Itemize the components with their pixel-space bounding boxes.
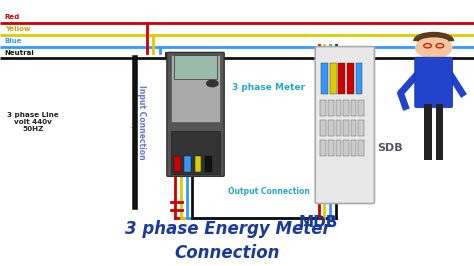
Bar: [336, 120, 341, 136]
Bar: [174, 55, 217, 79]
Bar: [351, 120, 356, 136]
Text: Blue: Blue: [5, 38, 22, 44]
Circle shape: [416, 38, 452, 58]
Text: MDB: MDB: [299, 215, 338, 230]
Text: #6677cc: #6677cc: [130, 127, 137, 128]
Bar: [195, 156, 201, 172]
Bar: [328, 140, 334, 156]
Text: Connection: Connection: [175, 244, 280, 262]
Text: Input Connection: Input Connection: [137, 85, 146, 160]
Bar: [174, 156, 181, 172]
Bar: [424, 104, 432, 160]
Bar: [356, 63, 362, 94]
Bar: [351, 140, 356, 156]
Bar: [343, 120, 349, 136]
Bar: [320, 140, 326, 156]
Bar: [328, 100, 334, 116]
FancyBboxPatch shape: [167, 52, 224, 176]
Bar: [184, 156, 191, 172]
Bar: [436, 104, 443, 160]
Bar: [330, 63, 337, 94]
Bar: [205, 156, 212, 172]
Bar: [171, 55, 220, 122]
Text: 3 phase Meter: 3 phase Meter: [232, 83, 305, 92]
Text: Yellow: Yellow: [5, 26, 30, 32]
Text: Output Connection: Output Connection: [228, 187, 310, 196]
Circle shape: [207, 80, 218, 87]
Bar: [320, 100, 326, 116]
Bar: [347, 63, 354, 94]
Text: 3 phase Energy Meter: 3 phase Energy Meter: [125, 220, 330, 238]
Bar: [171, 131, 220, 174]
FancyBboxPatch shape: [415, 57, 453, 108]
Bar: [351, 100, 356, 116]
Bar: [320, 120, 326, 136]
Bar: [321, 63, 328, 94]
Text: Neutral: Neutral: [5, 50, 35, 56]
Bar: [336, 140, 341, 156]
FancyBboxPatch shape: [315, 47, 374, 203]
Bar: [358, 140, 364, 156]
Bar: [338, 63, 345, 94]
Text: Red: Red: [5, 14, 20, 20]
Bar: [328, 120, 334, 136]
Bar: [358, 100, 364, 116]
Text: 3 phase Line
volt 440v
50HZ: 3 phase Line volt 440v 50HZ: [7, 112, 59, 132]
Bar: [336, 100, 341, 116]
Bar: [343, 140, 349, 156]
Text: SDB: SDB: [377, 143, 402, 153]
Bar: [343, 100, 349, 116]
Bar: [358, 120, 364, 136]
